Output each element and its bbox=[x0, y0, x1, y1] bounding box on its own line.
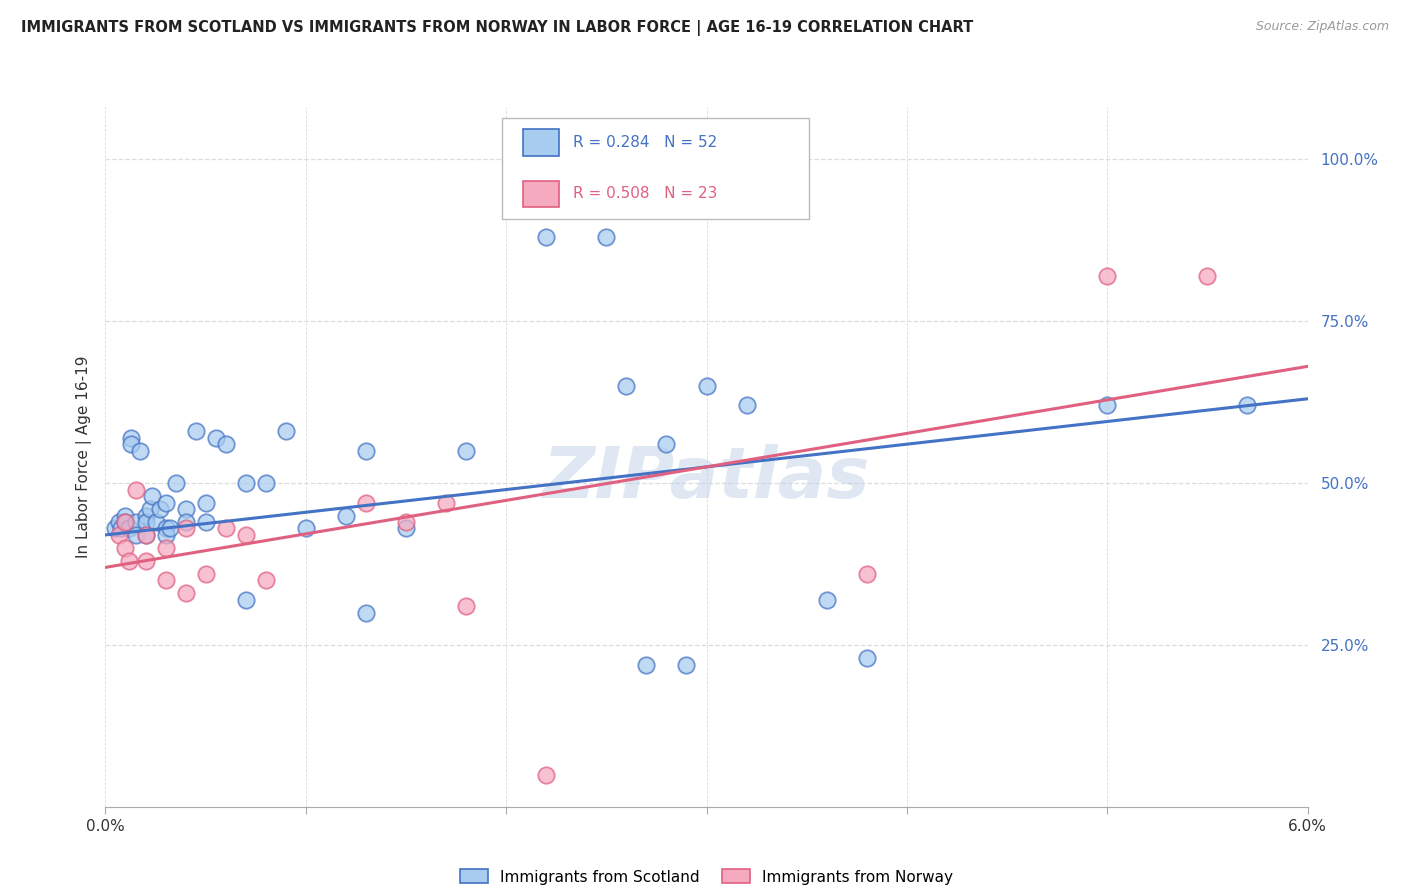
Point bbox=[148, 502, 170, 516]
Point bbox=[354, 443, 377, 458]
Point bbox=[855, 566, 877, 581]
Point bbox=[155, 521, 177, 535]
Point bbox=[174, 521, 197, 535]
Point bbox=[104, 521, 127, 535]
Point bbox=[595, 229, 617, 244]
Text: IMMIGRANTS FROM SCOTLAND VS IMMIGRANTS FROM NORWAY IN LABOR FORCE | AGE 16-19 CO: IMMIGRANTS FROM SCOTLAND VS IMMIGRANTS F… bbox=[21, 20, 973, 36]
Point bbox=[235, 592, 257, 607]
Point bbox=[214, 437, 236, 451]
Point bbox=[174, 515, 197, 529]
Point bbox=[114, 541, 136, 555]
Point bbox=[159, 521, 181, 535]
Point bbox=[135, 554, 157, 568]
Point bbox=[114, 508, 136, 523]
Point bbox=[204, 431, 226, 445]
Point bbox=[174, 586, 197, 600]
Point bbox=[534, 768, 557, 782]
Point bbox=[655, 437, 678, 451]
Point bbox=[141, 489, 163, 503]
Point bbox=[254, 574, 277, 588]
Point bbox=[1197, 268, 1219, 283]
Point bbox=[235, 528, 257, 542]
Point bbox=[395, 515, 418, 529]
Point bbox=[214, 521, 236, 535]
Point bbox=[118, 554, 141, 568]
Point bbox=[121, 437, 143, 451]
Point bbox=[254, 476, 277, 491]
Point bbox=[155, 528, 177, 542]
Point bbox=[194, 515, 217, 529]
Point bbox=[1097, 268, 1119, 283]
Point bbox=[194, 495, 217, 509]
Point bbox=[145, 515, 167, 529]
Point bbox=[155, 541, 177, 555]
Point bbox=[696, 379, 718, 393]
Point bbox=[855, 651, 877, 665]
Y-axis label: In Labor Force | Age 16-19: In Labor Force | Age 16-19 bbox=[76, 356, 91, 558]
Legend: Immigrants from Scotland, Immigrants from Norway: Immigrants from Scotland, Immigrants fro… bbox=[454, 863, 959, 890]
Point bbox=[534, 229, 557, 244]
Point bbox=[155, 495, 177, 509]
Point bbox=[616, 379, 638, 393]
Point bbox=[174, 502, 197, 516]
Text: R = 0.508   N = 23: R = 0.508 N = 23 bbox=[574, 186, 717, 202]
Point bbox=[135, 528, 157, 542]
Point bbox=[128, 443, 150, 458]
Point bbox=[354, 606, 377, 620]
Point bbox=[118, 521, 141, 535]
Point bbox=[108, 515, 131, 529]
Point bbox=[121, 431, 143, 445]
Point bbox=[735, 398, 758, 412]
Point bbox=[235, 476, 257, 491]
Point bbox=[108, 528, 131, 542]
Point bbox=[434, 495, 457, 509]
Point bbox=[114, 515, 136, 529]
Point bbox=[354, 495, 377, 509]
Point bbox=[135, 515, 157, 529]
FancyBboxPatch shape bbox=[523, 129, 558, 156]
Point bbox=[155, 574, 177, 588]
Point bbox=[165, 476, 187, 491]
Point bbox=[395, 521, 418, 535]
Point bbox=[135, 508, 157, 523]
Point bbox=[135, 528, 157, 542]
Point bbox=[274, 424, 297, 438]
Point bbox=[194, 566, 217, 581]
Point bbox=[124, 528, 146, 542]
Point bbox=[124, 483, 146, 497]
Text: ZIPatlas: ZIPatlas bbox=[543, 443, 870, 513]
Point bbox=[815, 592, 838, 607]
FancyBboxPatch shape bbox=[502, 118, 808, 219]
Point bbox=[184, 424, 207, 438]
Point bbox=[124, 515, 146, 529]
Text: Source: ZipAtlas.com: Source: ZipAtlas.com bbox=[1256, 20, 1389, 33]
Point bbox=[114, 515, 136, 529]
Point bbox=[138, 502, 160, 516]
FancyBboxPatch shape bbox=[523, 180, 558, 207]
Point bbox=[675, 657, 697, 672]
Point bbox=[1236, 398, 1258, 412]
Point bbox=[1097, 398, 1119, 412]
Point bbox=[295, 521, 318, 535]
Point bbox=[636, 657, 658, 672]
Text: R = 0.284   N = 52: R = 0.284 N = 52 bbox=[574, 136, 717, 150]
Point bbox=[110, 521, 132, 535]
Point bbox=[335, 508, 357, 523]
Point bbox=[454, 599, 477, 614]
Point bbox=[454, 443, 477, 458]
